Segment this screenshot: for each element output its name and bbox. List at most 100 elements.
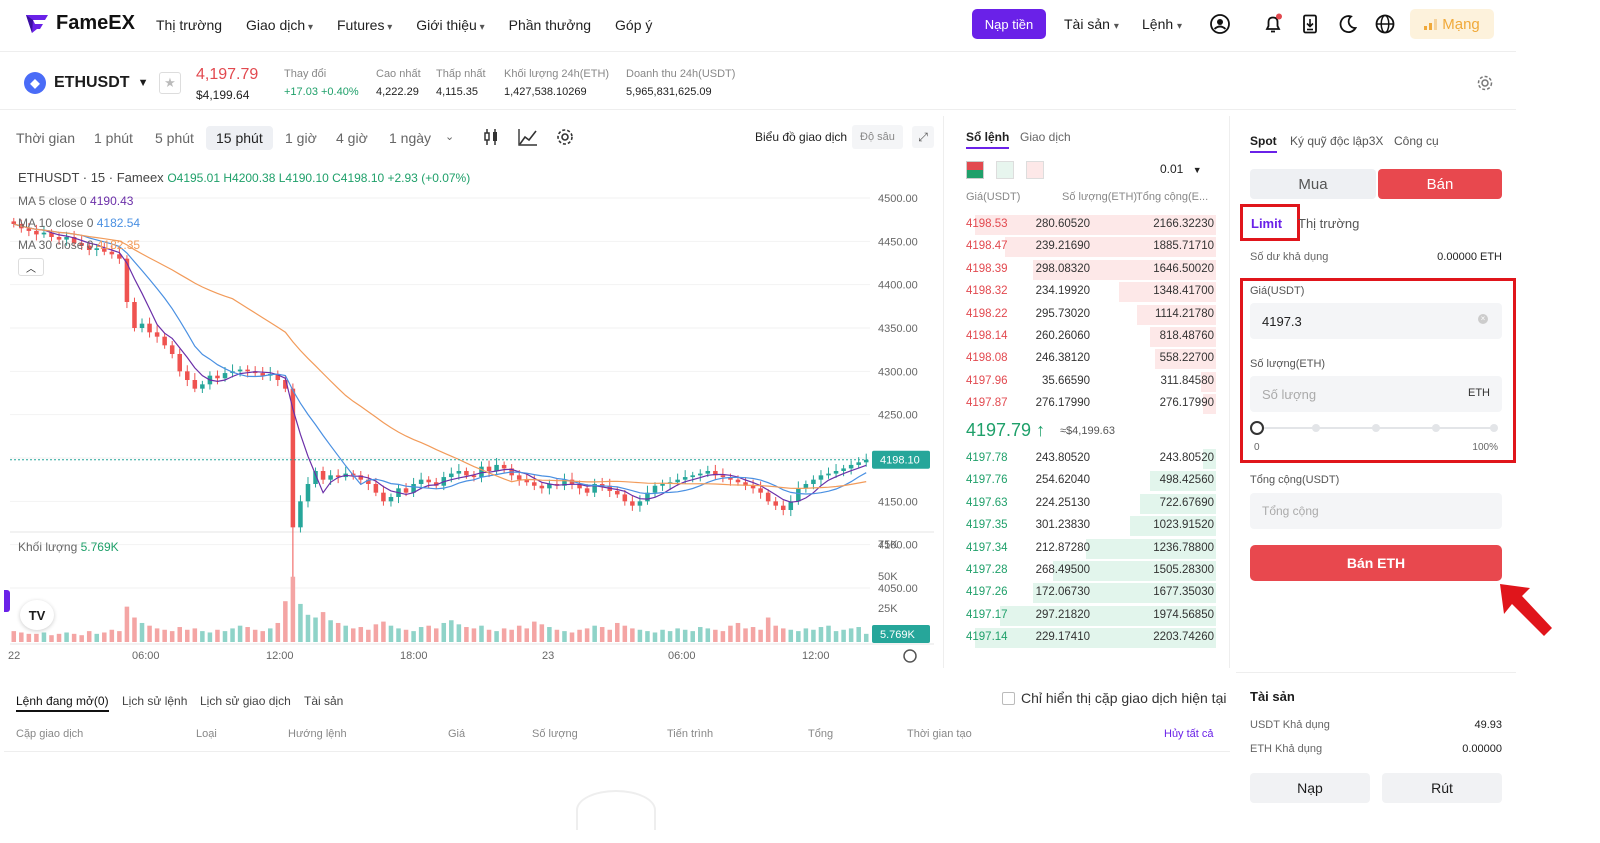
book-price: 4197.35 xyxy=(966,519,1008,532)
tab-spot[interactable]: Spot xyxy=(1250,134,1277,153)
price-input[interactable]: 4197.3 × xyxy=(1250,303,1502,339)
bid-row[interactable]: 4197.17 297.21820 1974.56850 xyxy=(952,605,1222,627)
cancel-all-link[interactable]: Hủy tất cả xyxy=(1164,728,1214,740)
bell-icon[interactable] xyxy=(1262,13,1284,35)
fullscreen-icon[interactable]: ⤢ xyxy=(912,126,934,148)
nav-item[interactable]: Góp ý xyxy=(615,17,653,33)
user-icon[interactable] xyxy=(1209,13,1231,35)
bid-row[interactable]: 4197.28 268.49500 1505.28300 xyxy=(952,560,1222,582)
collapse-legend-icon[interactable]: ︿ xyxy=(18,258,44,276)
layout-bids-icon[interactable] xyxy=(996,161,1014,179)
depth-bar xyxy=(1149,327,1216,347)
settings-gear-icon[interactable] xyxy=(1476,74,1494,92)
logo[interactable]: FameEX xyxy=(24,12,135,35)
layout-asks-icon[interactable] xyxy=(1026,161,1044,179)
order-type-market[interactable]: Thị trường xyxy=(1298,216,1360,231)
deposit-button[interactable]: Nạp tiền xyxy=(972,9,1046,39)
slider-stop[interactable] xyxy=(1490,424,1498,432)
stat-value: 5,965,831,625.09 xyxy=(626,86,712,98)
sell-tab[interactable]: Bán xyxy=(1378,169,1502,199)
ask-row[interactable]: 4198.08 246.38120 558.22700 xyxy=(952,348,1222,370)
timeframe-tab[interactable]: 1 phút xyxy=(94,130,133,146)
symbol-selector[interactable]: ◆ ETHUSDT ▼ xyxy=(24,72,148,94)
nav-item[interactable]: Thị trường xyxy=(156,17,223,33)
slider-stop[interactable] xyxy=(1372,424,1380,432)
orders-tab[interactable]: Tài sản xyxy=(304,694,344,708)
book-total: 1348.41700 xyxy=(1153,285,1214,298)
nav-item[interactable]: Giới thiệu xyxy=(416,17,484,33)
ask-row[interactable]: 4198.14 260.26060 818.48760 xyxy=(952,326,1222,348)
view-depth-tab[interactable]: Độ sâu xyxy=(852,125,903,149)
orders-tab[interactable]: Lịch sử lệnh xyxy=(122,694,188,708)
download-icon[interactable] xyxy=(1299,13,1321,35)
ask-row[interactable]: 4198.22 295.73020 1114.21780 xyxy=(952,304,1222,326)
layout-both-icon[interactable] xyxy=(966,161,984,179)
ask-row[interactable]: 4198.39 298.08320 1646.50020 xyxy=(952,259,1222,281)
side-handle[interactable] xyxy=(4,590,10,612)
bid-row[interactable]: 4197.35 301.23830 1023.91520 xyxy=(952,515,1222,537)
candlestick-chart[interactable]: 4500.00 4450.00 4400.00 4350.00 4300.00 4250.… xyxy=(4,160,940,668)
slider-stop[interactable] xyxy=(1432,424,1440,432)
network-status-button[interactable]: Mạng xyxy=(1410,9,1494,39)
timeframe-tab[interactable]: 1 giờ xyxy=(285,130,317,146)
ask-row[interactable]: 4198.47 239.21690 1885.71710 xyxy=(952,236,1222,258)
ask-row[interactable]: 4197.96 35.66590 311.84580 xyxy=(952,371,1222,393)
clear-icon[interactable]: × xyxy=(1478,314,1488,324)
checkbox-icon[interactable] xyxy=(1002,691,1015,705)
slider-stop[interactable] xyxy=(1312,424,1320,432)
timeframe-tab[interactable]: Thời gian xyxy=(16,130,75,146)
ask-row[interactable]: 4198.32 234.19920 1348.41700 xyxy=(952,281,1222,303)
bid-row[interactable]: 4197.34 212.87280 1236.78800 xyxy=(952,538,1222,560)
globe-icon[interactable] xyxy=(1374,13,1396,35)
tab-isolated-margin[interactable]: Ký quỹ độc lập3X xyxy=(1290,134,1384,148)
assets-menu[interactable]: Tài sản ▾ xyxy=(1064,16,1119,32)
withdraw-asset-button[interactable]: Rút xyxy=(1382,773,1502,803)
sell-eth-button[interactable]: Bán ETH xyxy=(1250,545,1502,581)
chevron-down-icon[interactable]: ⌄ xyxy=(445,131,455,143)
ask-row[interactable]: 4197.87 276.17990 276.17990 xyxy=(952,393,1222,415)
buy-tab[interactable]: Mua xyxy=(1250,169,1376,199)
bid-row[interactable]: 4197.63 224.25130 722.67690 xyxy=(952,493,1222,515)
book-qty: 280.60520 xyxy=(1035,218,1090,230)
timeframe-tab[interactable]: 15 phút xyxy=(206,126,273,150)
nav-item[interactable]: Phần thưởng xyxy=(508,17,592,33)
timeframe-tab[interactable]: 5 phút xyxy=(155,130,194,146)
price-tick-label: 4100.00 xyxy=(878,540,918,552)
qty-slider-handle[interactable] xyxy=(1250,421,1264,435)
bid-row[interactable]: 4197.76 254.62040 498.42560 xyxy=(952,470,1222,492)
view-trading-chart-tab[interactable]: Biểu đồ giao dịch xyxy=(755,130,848,144)
deposit-asset-button[interactable]: Nạp xyxy=(1250,773,1370,803)
total-placeholder: Tổng cộng xyxy=(1262,504,1319,518)
tab-tools[interactable]: Công cụ xyxy=(1394,134,1439,148)
chart-settings-icon[interactable] xyxy=(556,128,574,146)
candle-type-icon[interactable] xyxy=(482,128,500,146)
indicator-icon[interactable] xyxy=(518,128,538,146)
tab-trades[interactable]: Giao dịch xyxy=(1020,130,1071,144)
volume-value: 5.769K xyxy=(80,540,119,554)
favorite-star-icon[interactable]: ★ xyxy=(159,72,181,94)
total-input[interactable]: Tổng cộng xyxy=(1250,493,1502,529)
book-layout-toggles xyxy=(966,161,1044,179)
orders-menu[interactable]: Lệnh ▾ xyxy=(1142,16,1182,32)
axis-settings-icon[interactable] xyxy=(903,649,917,663)
timeframe-tab[interactable]: 4 giờ xyxy=(336,130,368,146)
depth-bar xyxy=(1129,516,1216,537)
bid-row[interactable]: 4197.14 229.17410 2203.74260 xyxy=(952,627,1222,649)
volume-bar xyxy=(569,632,575,642)
bid-row[interactable]: 4197.26 172.06730 1677.35030 xyxy=(952,582,1222,604)
bid-row[interactable]: 4197.78 243.80520 243.80520 xyxy=(952,448,1222,470)
ask-row[interactable]: 4198.53 280.60520 2166.32230 xyxy=(952,214,1222,236)
orders-tab[interactable]: Lịch sử giao dịch xyxy=(200,694,291,708)
qty-input[interactable]: Số lượng ETH xyxy=(1250,376,1502,412)
orders-tab[interactable]: Lệnh đang mở(0) xyxy=(16,694,109,712)
timeframe-tab[interactable]: 1 ngày xyxy=(389,130,432,146)
moon-icon[interactable] xyxy=(1337,13,1359,35)
volume-bar xyxy=(758,629,763,642)
only-current-pair-toggle[interactable]: Chỉ hiển thị cặp giao dịch hiện tại xyxy=(1002,690,1226,706)
nav-item[interactable]: Futures xyxy=(337,17,392,33)
tab-order-book[interactable]: Sổ lệnh xyxy=(966,130,1010,149)
order-type-limit[interactable]: Limit xyxy=(1251,216,1283,231)
candle-body xyxy=(245,369,250,372)
precision-select[interactable]: 0.01 ▼ xyxy=(1160,162,1202,176)
nav-item[interactable]: Giao dịch xyxy=(246,17,313,33)
